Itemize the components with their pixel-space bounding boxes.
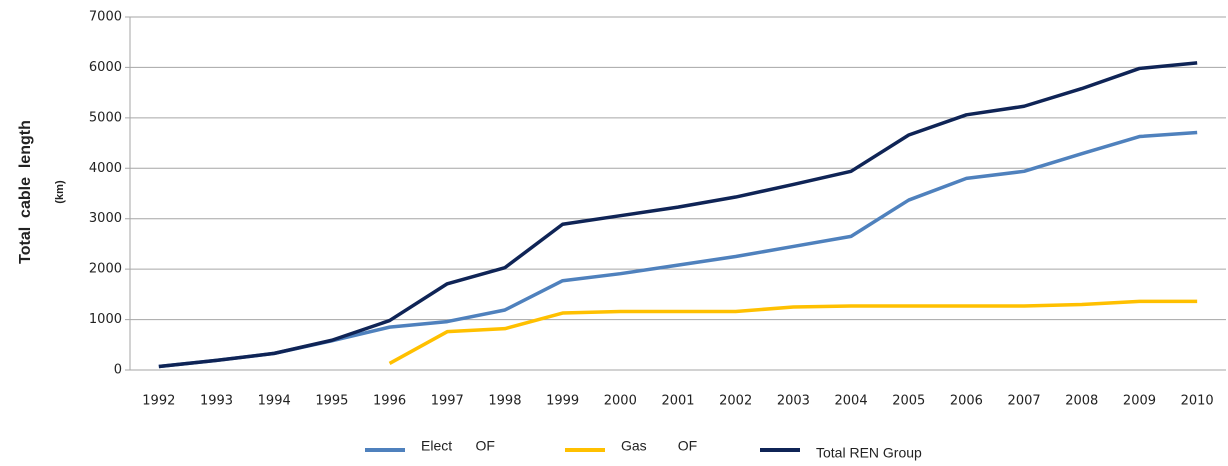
x-tick-label: 1992: [142, 394, 175, 409]
y-axis-label: Total cable length: [17, 120, 34, 264]
y-tick-label: 2000: [89, 262, 122, 277]
x-tick-label: 1997: [431, 394, 464, 409]
x-tick-label: 1993: [200, 394, 233, 409]
legend-label: Total REN Group: [816, 445, 922, 461]
x-tick-label: 2009: [1123, 394, 1156, 409]
x-tick-label: 2007: [1008, 394, 1041, 409]
x-tick-label: 1996: [373, 394, 406, 409]
x-tick-label: 1999: [546, 394, 579, 409]
y-tick-label: 4000: [89, 161, 122, 176]
x-tick-label: 1994: [258, 394, 291, 409]
y-tick-label: 0: [114, 363, 122, 378]
y-tick-label: 3000: [89, 211, 122, 226]
y-tick-label: 5000: [89, 110, 122, 125]
legend-label: Gas OF: [621, 438, 697, 454]
x-tick-label: 2004: [835, 394, 868, 409]
y-tick-label: 7000: [89, 10, 122, 25]
x-tick-label: 1998: [488, 394, 521, 409]
x-tick-label: 2001: [661, 394, 694, 409]
x-tick-label: 2003: [777, 394, 810, 409]
x-tick-label: 2008: [1065, 394, 1098, 409]
x-tick-label: 2010: [1181, 394, 1214, 409]
x-tick-label: 2005: [892, 394, 925, 409]
x-tick-label: 2002: [719, 394, 752, 409]
y-tick-label: 6000: [89, 60, 122, 75]
line-series: [158, 130, 1198, 369]
x-tick-label: 1995: [315, 394, 348, 409]
legend-label: Elect OF: [421, 438, 495, 454]
line-series: [388, 299, 1198, 365]
y-tick-label: 1000: [89, 312, 122, 327]
y-axis-unit: (km): [54, 180, 66, 204]
line-series: [158, 61, 1198, 369]
x-tick-label: 2006: [950, 394, 983, 409]
x-tick-label: 2000: [604, 394, 637, 409]
